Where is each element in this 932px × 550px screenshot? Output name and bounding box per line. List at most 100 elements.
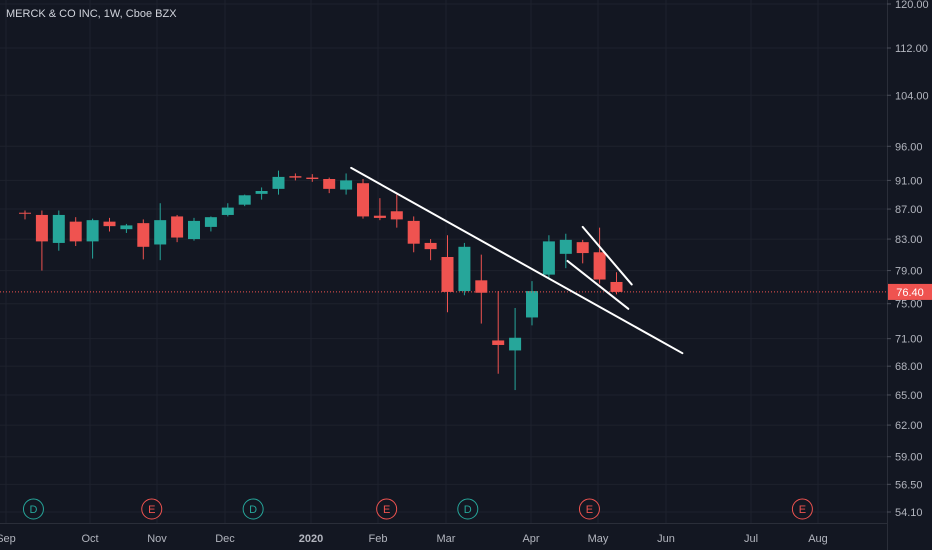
earnings-marker[interactable]: E: [141, 498, 163, 520]
candle: [137, 219, 150, 260]
candle-body: [559, 239, 572, 254]
candle-body: [86, 220, 99, 242]
price-tick-label: 54.10: [895, 507, 923, 519]
dividend-marker[interactable]: D: [242, 498, 264, 520]
candle: [559, 233, 572, 269]
candle-body: [35, 214, 48, 242]
price-tick-label: 62.00: [895, 420, 923, 432]
price-tick-label: 65.00: [895, 390, 923, 402]
candle: [52, 210, 65, 251]
candle: [255, 187, 268, 200]
earnings-marker[interactable]: E: [791, 498, 813, 520]
candle: [475, 254, 488, 324]
candle: [120, 223, 133, 233]
earnings-marker[interactable]: E: [376, 498, 398, 520]
candle-body: [390, 211, 403, 220]
marker-circle: [22, 498, 44, 520]
marker-label: D: [464, 504, 472, 516]
candle-body: [137, 223, 150, 247]
time-tick-label: 2020: [299, 533, 323, 545]
marker-circle: [141, 498, 163, 520]
time-tick-label: Jul: [744, 533, 758, 545]
price-tick-label: 91.00: [895, 175, 923, 187]
candle: [306, 174, 319, 182]
marker-label: E: [799, 504, 806, 516]
candle-body: [542, 241, 555, 275]
marker-label: D: [249, 504, 257, 516]
time-tick-label: Apr: [522, 533, 539, 545]
price-tick-label: 96.00: [895, 141, 923, 153]
candle-body: [441, 256, 454, 292]
candle: [373, 198, 386, 221]
time-tick-label: Jun: [657, 533, 675, 545]
candle-body: [526, 291, 538, 318]
candle: [289, 173, 302, 181]
candle: [323, 177, 336, 194]
last-price-badge-bg: [888, 283, 932, 300]
candle: [390, 194, 403, 228]
time-tick-label: Feb: [369, 533, 388, 545]
price-tick-label: 59.00: [895, 452, 923, 464]
price-tick-label: 71.00: [895, 334, 923, 346]
candle: [458, 242, 471, 296]
candles: [19, 170, 623, 391]
candle-body: [306, 177, 319, 179]
candle: [340, 173, 353, 195]
candle-body: [340, 180, 353, 190]
time-tick-label: Oct: [81, 533, 98, 545]
candle-body: [19, 212, 31, 214]
candle: [593, 227, 606, 284]
candle-body: [69, 221, 82, 242]
candle-body: [103, 221, 116, 227]
dividend-marker[interactable]: D: [22, 498, 44, 520]
price-tick-label: 83.00: [895, 234, 923, 246]
candle: [86, 218, 99, 259]
trendline[interactable]: [581, 225, 633, 286]
candle: [221, 203, 234, 217]
marker-circle: [791, 498, 813, 520]
candle-body: [154, 220, 167, 245]
candle: [576, 239, 589, 264]
candle-body: [424, 242, 437, 250]
dividend-marker[interactable]: D: [457, 498, 479, 520]
time-axis[interactable]: Sep Oct Nov Dec 2020 Feb Mar Apr May Jun Jul Aug: [0, 533, 828, 545]
candle: [610, 272, 623, 295]
candle-body: [593, 252, 606, 280]
marker-label: E: [383, 504, 390, 516]
candle: [424, 239, 437, 261]
earnings-marker[interactable]: E: [578, 498, 600, 520]
candle-body: [204, 217, 217, 227]
candle-body: [171, 216, 184, 238]
candle-body: [458, 246, 471, 292]
time-tick-label: May: [588, 533, 609, 545]
candle-body: [357, 183, 369, 217]
last-price-badge: 76.40: [888, 283, 932, 300]
candle-body: [221, 207, 234, 215]
price-tick-label: 104.00: [895, 90, 929, 102]
marker-label: E: [586, 504, 593, 516]
candle: [357, 178, 369, 219]
candle: [69, 217, 82, 247]
candle-body: [188, 220, 200, 240]
candle: [441, 235, 454, 313]
marker-circle: [242, 498, 264, 520]
candle-body: [475, 280, 488, 293]
marker-label: D: [29, 504, 37, 516]
grid-lines: [0, 0, 887, 523]
candle: [526, 281, 538, 326]
price-tick-label: 112.00: [895, 43, 928, 55]
candle-body: [255, 190, 268, 194]
time-tick-label: Mar: [437, 533, 456, 545]
price-tick-label: 87.00: [895, 204, 923, 216]
candle-body: [238, 195, 251, 205]
trendline[interactable]: [566, 259, 630, 310]
price-axis[interactable]: 120.00 112.00 104.00 96.00 91.00 87.00 83.00 79…: [887, 0, 929, 519]
trendline[interactable]: [350, 166, 684, 355]
candle: [19, 210, 31, 220]
price-tick-label: 56.50: [895, 479, 923, 491]
marker-label: E: [148, 504, 155, 516]
candle: [204, 216, 217, 232]
